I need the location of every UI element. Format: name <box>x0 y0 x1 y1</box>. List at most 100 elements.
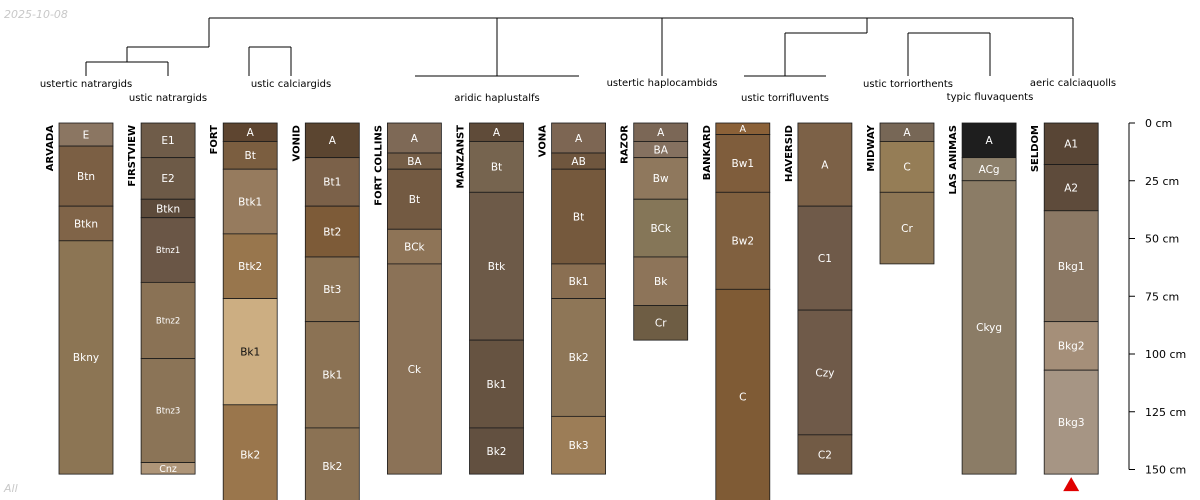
profile-name: MIDWAY <box>866 124 877 171</box>
profile-name: VONID <box>291 125 302 161</box>
profile-name: VONA <box>538 125 549 157</box>
axis-tick-label: 50 cm <box>1145 233 1179 246</box>
horizon-rect <box>797 434 853 475</box>
horizon-label: Bk1 <box>322 370 342 382</box>
horizon-label: Bk1 <box>240 346 260 358</box>
horizon-label: C1 <box>818 253 832 265</box>
profile-seldom: A1 A2 Bkg1 Bkg2 Bkg3 SELDOM <box>1030 122 1099 475</box>
horizon-rect <box>304 122 360 159</box>
horizon-label: Bt <box>245 150 256 162</box>
horizon-rect <box>797 205 853 311</box>
axis-tick-label: 100 cm <box>1145 348 1186 361</box>
horizon-label: Bw1 <box>732 158 754 170</box>
horizon-rect <box>961 122 1017 159</box>
taxon-label: ustic calciargids <box>251 79 331 90</box>
horizon-rect <box>715 288 771 500</box>
horizon-label: A <box>986 135 994 147</box>
profile-vona: A AB Bt Bk1 Bk2 Bk3 VONA <box>538 122 606 475</box>
profile-name: HAVERSID <box>784 125 795 182</box>
horizon-rect <box>1043 210 1099 323</box>
horizon-label: Btk <box>488 261 506 273</box>
horizon-label: Bk <box>654 276 668 288</box>
horizon-label: C <box>739 392 746 404</box>
horizon-label: Bk1 <box>569 276 589 288</box>
horizon-rect <box>140 157 196 200</box>
horizon-label: Cnz <box>159 464 177 475</box>
horizon-rect <box>633 198 689 258</box>
horizon-label: Bt <box>573 211 584 223</box>
profile-name: MANZANST <box>456 125 467 189</box>
horizon-label: C <box>903 162 910 174</box>
horizon-rect <box>304 205 360 258</box>
horizon-rect <box>469 427 524 475</box>
horizon-label: Btkn <box>74 218 98 230</box>
horizon-label: Btnz3 <box>156 407 180 417</box>
horizon-label: Btkn <box>156 203 180 215</box>
horizon-label: Bt <box>491 162 502 174</box>
profile-name: SELDOM <box>1030 125 1041 172</box>
horizon-label: A <box>657 127 665 139</box>
horizon-label: BCk <box>404 241 425 253</box>
horizon-label: Bk3 <box>569 440 589 452</box>
profile-vonid: A Bt1 Bt2 Bt3 Bk1 Bk2 VONID <box>291 122 360 500</box>
horizon-label: Bw <box>653 173 669 185</box>
horizon-label: Ck <box>408 364 422 376</box>
horizon-label: Bw2 <box>732 236 754 248</box>
axis-tick-label: 0 cm <box>1145 117 1172 130</box>
horizon-label: Bkny <box>73 352 99 364</box>
horizon-rect <box>551 415 606 475</box>
profile-bankard: A Bw1 Bw2 C BANKARD <box>702 122 771 500</box>
horizon-rect <box>551 168 606 265</box>
horizon-label: AB <box>571 156 585 168</box>
axis-tick-label: 150 cm <box>1145 464 1186 477</box>
horizon-label: Czy <box>815 367 834 379</box>
profile-manzanst: A Bt Btk Bk1 Bk2 MANZANST <box>456 122 524 475</box>
depth-axis: 0 cm 25 cm 50 cm 75 cm 100 cm 125 cm 150 cm <box>1128 117 1186 477</box>
profile-haversid: A C1 Czy C2 HAVERSID <box>784 122 853 475</box>
corner-label: All <box>4 482 18 495</box>
horizon-rect <box>58 145 114 207</box>
horizon-label: Bkg1 <box>1058 261 1085 273</box>
horizon-label: Bkg2 <box>1058 341 1085 353</box>
horizon-label: ACg <box>979 164 1000 176</box>
horizon-label: Bk2 <box>322 461 342 473</box>
horizon-rect <box>386 122 442 154</box>
horizon-rect <box>58 205 114 242</box>
horizon-label: BA <box>407 156 422 168</box>
horizon-rect <box>304 321 360 429</box>
horizon-rect <box>633 256 689 306</box>
horizon-label: E2 <box>161 173 174 185</box>
horizon-label: A <box>575 133 583 145</box>
horizon-rect <box>140 358 196 463</box>
horizon-label: Ckyg <box>976 322 1002 334</box>
horizon-rect <box>222 404 278 500</box>
horizon-rect <box>140 462 196 475</box>
horizon-label: Bt <box>409 194 420 206</box>
profile-name: BANKARD <box>702 125 713 180</box>
horizon-rect <box>715 134 771 193</box>
horizon-label: Cr <box>901 223 913 235</box>
horizon-rect <box>386 168 442 230</box>
horizon-label: E <box>83 129 90 141</box>
horizon-label: A <box>903 127 911 139</box>
horizon-label: Bt3 <box>323 284 341 296</box>
horizon-rect <box>1043 369 1099 475</box>
taxon-label: ustic natrargids <box>129 93 207 104</box>
profile-razor: A BA Bw BCk Bk Cr RAZOR <box>620 122 689 341</box>
date-stamp: 2025-10-08 <box>4 8 68 21</box>
horizon-label: Bk2 <box>240 449 260 461</box>
horizon-rect <box>797 309 853 436</box>
horizon-rect <box>222 141 278 170</box>
horizon-label: A <box>411 133 419 145</box>
horizon-label: A <box>740 124 747 135</box>
horizon-rect <box>140 217 196 283</box>
horizon-label: C2 <box>818 449 832 461</box>
axis-tick-label: 125 cm <box>1145 406 1186 419</box>
flag-marker <box>1063 477 1080 492</box>
horizon-label: Btk2 <box>238 261 262 273</box>
horizon-rect <box>222 298 278 406</box>
horizon-rect <box>222 168 278 235</box>
horizon-rect <box>1043 164 1099 212</box>
axis-tick-label: 75 cm <box>1145 290 1179 303</box>
